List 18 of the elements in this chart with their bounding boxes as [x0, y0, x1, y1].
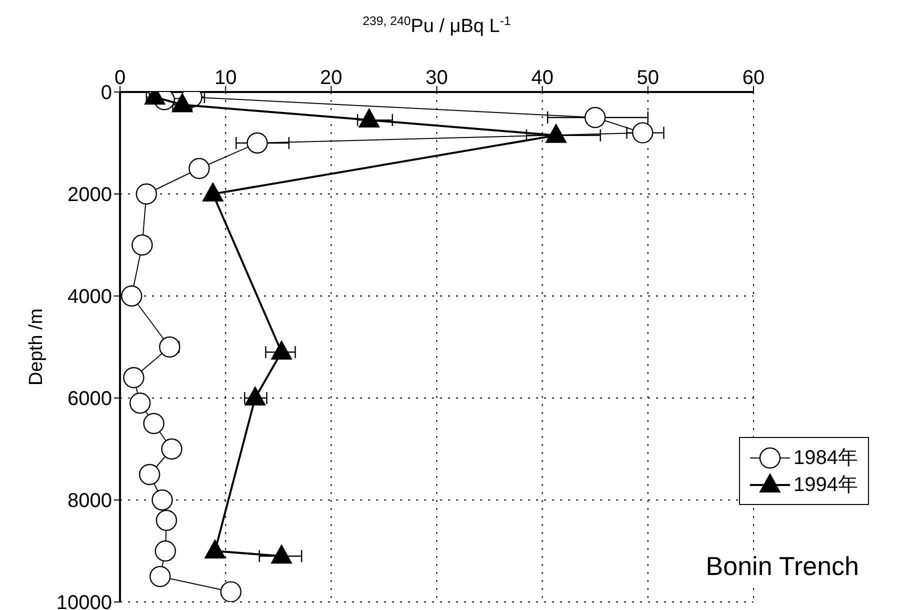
y-tick-label: 2000: [68, 184, 112, 206]
y-axis-title: Depth /m: [26, 308, 47, 386]
x-tick-label: 20: [320, 67, 342, 89]
x-tick-label: 50: [636, 67, 660, 89]
annotation: Bonin Trench: [706, 551, 859, 582]
y-tick-label: 8000: [68, 490, 112, 512]
y-tick-label: 0: [100, 82, 112, 104]
x-axis-title: $^{239, 240}$Pu / μBq L$^{-1}$: [362, 14, 511, 37]
legend-label: 1994年: [794, 473, 858, 498]
legend-label: 1984年: [794, 446, 858, 471]
x-tick-label: 40: [531, 67, 554, 89]
y-tick-label: 4000: [68, 286, 112, 308]
x-tick-label: 30: [426, 67, 448, 89]
x-tick-label: 60: [742, 67, 765, 89]
x-tick-label: 10: [214, 67, 237, 89]
y-tick-label: 6000: [68, 388, 112, 410]
x-tick-label: 0: [114, 67, 126, 89]
y-tick-label: 10000: [56, 592, 112, 610]
